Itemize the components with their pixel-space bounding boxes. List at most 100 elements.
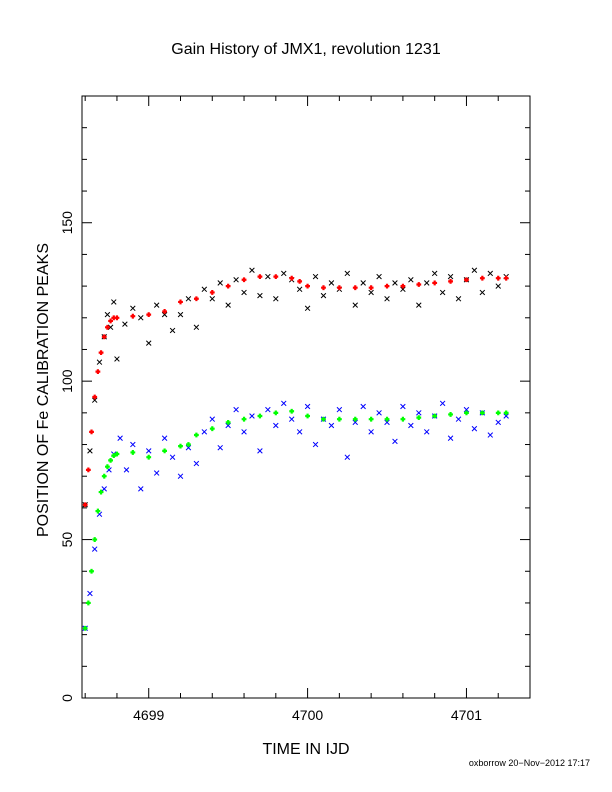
data-point (85, 600, 91, 606)
data-point (89, 568, 94, 574)
y-axis-label: POSITION OF Fe CALIBRATION PEAKS (35, 243, 52, 537)
data-point (503, 410, 509, 416)
data-point (439, 400, 446, 407)
data-point (130, 305, 136, 312)
data-point (95, 508, 101, 514)
data-point (360, 280, 366, 286)
data-point (185, 296, 192, 302)
data-point (431, 270, 438, 277)
data-point (368, 289, 374, 296)
data-point (185, 444, 192, 451)
data-point (448, 412, 453, 417)
data-point (344, 454, 351, 460)
axis-ticks (82, 95, 531, 699)
data-point (432, 413, 438, 419)
data-point (114, 315, 120, 321)
data-point (495, 410, 501, 416)
data-point (108, 457, 113, 463)
data-point (328, 280, 335, 286)
data-point (273, 422, 279, 429)
data-point (368, 429, 374, 435)
data-point (87, 448, 93, 454)
data-point (123, 467, 130, 473)
data-point (296, 429, 303, 435)
x-tick-label: 4701 (451, 707, 482, 723)
data-point (82, 502, 88, 508)
data-point (336, 416, 342, 422)
data-point (368, 416, 374, 422)
data-point (209, 416, 216, 422)
data-point (161, 435, 168, 441)
data-point (193, 460, 200, 467)
data-point (455, 416, 462, 422)
data-point (217, 280, 223, 286)
data-point (344, 270, 351, 277)
data-point (305, 283, 310, 289)
y-tick-label: 0 (59, 694, 75, 702)
data-point (423, 280, 430, 286)
data-point (257, 448, 263, 454)
data-point (241, 416, 247, 422)
data-point (296, 286, 303, 293)
data-point (464, 410, 469, 416)
data-point (101, 486, 107, 492)
data-point (225, 302, 231, 308)
series-1 (82, 267, 509, 508)
data-point (423, 429, 430, 435)
data-point (447, 435, 454, 441)
data-point (130, 313, 136, 319)
data-point (408, 422, 414, 429)
data-point (463, 406, 470, 413)
data-point (384, 283, 390, 289)
data-point (117, 435, 123, 441)
data-point (297, 278, 303, 284)
data-point (471, 267, 478, 274)
data-point (281, 400, 287, 407)
data-point (193, 432, 199, 438)
data-point (495, 419, 501, 426)
data-point (400, 286, 406, 293)
data-point (273, 296, 279, 302)
data-point (146, 454, 152, 460)
data-point (98, 489, 104, 495)
data-point (384, 419, 390, 426)
y-tick-label: 50 (59, 532, 75, 548)
data-point (101, 334, 107, 340)
data-point (416, 415, 422, 420)
data-point (111, 453, 117, 459)
data-point (145, 448, 152, 454)
y-tick-label: 150 (59, 211, 75, 235)
data-point (130, 450, 136, 455)
data-point (376, 410, 382, 416)
data-point (92, 394, 98, 400)
data-point (108, 318, 113, 324)
data-point (495, 283, 501, 289)
plot-area-border (81, 95, 531, 699)
data-point (439, 289, 446, 296)
y-tick-label: 100 (59, 369, 75, 393)
data-point (114, 356, 120, 362)
data-point (138, 315, 144, 321)
data-point (107, 324, 114, 331)
data-point (487, 432, 494, 438)
data-point (111, 299, 117, 305)
data-point (233, 277, 239, 283)
data-point (92, 537, 98, 542)
footer-timestamp: oxborrow 20−Nov−2012 17:17 (468, 758, 590, 768)
series-layer (82, 267, 509, 632)
data-point (360, 403, 366, 410)
data-point (257, 274, 263, 279)
data-point (416, 282, 422, 287)
data-point (193, 296, 199, 302)
data-point (273, 410, 279, 416)
plot-frame (81, 95, 531, 699)
data-point (105, 464, 110, 470)
data-point (281, 270, 287, 277)
data-point (241, 289, 247, 296)
data-point (352, 285, 358, 291)
data-point (495, 275, 501, 281)
data-point (225, 283, 231, 289)
data-point (289, 408, 295, 414)
data-point (209, 426, 215, 432)
data-point (336, 406, 343, 413)
